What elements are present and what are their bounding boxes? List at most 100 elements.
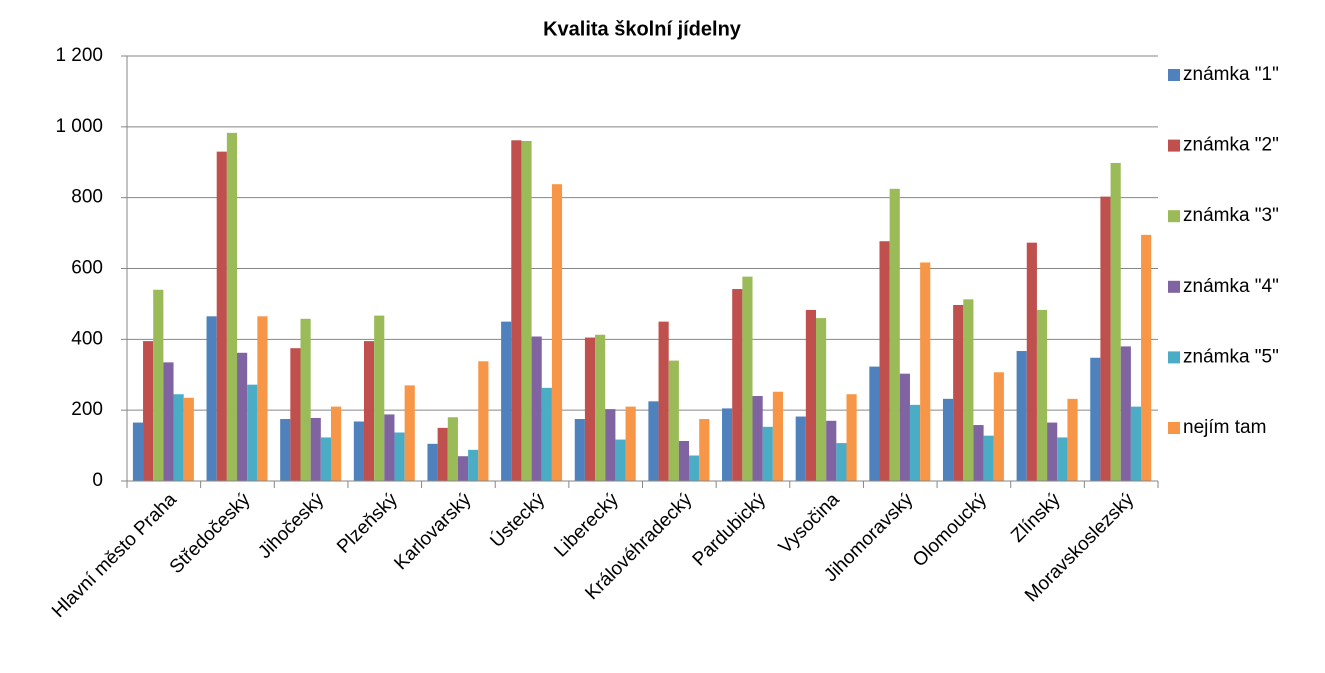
bar [678,440,690,481]
bar [668,360,679,481]
bar [648,401,659,481]
bar [163,362,174,481]
y-tick-label: 1 200 [55,45,103,66]
legend-swatch [1168,69,1180,81]
bar [468,449,479,481]
bar [206,316,217,481]
bar [330,406,342,481]
bar [816,318,827,481]
bar [457,456,469,481]
bar [541,387,552,481]
bar [899,373,910,481]
bar [437,427,448,481]
bar [290,348,301,481]
bar [143,341,154,481]
bar [658,321,669,481]
bar [173,394,184,481]
legend-swatch [1168,210,1180,223]
x-tick-label: Středočeský [166,489,255,578]
bar [310,417,321,481]
bar [320,437,331,481]
bar [742,276,753,481]
bar [953,304,964,481]
bar [427,443,438,481]
bar [478,361,489,481]
bar [1090,357,1101,481]
y-tick-label: 0 [92,470,103,491]
chart-title: Kvalita školní jídelny [543,18,742,40]
bar [226,132,238,481]
legend-swatch [1168,280,1180,293]
legend-label: známka "5" [1183,346,1279,367]
legend-label: známka "2" [1183,135,1279,156]
y-tick-label: 200 [71,399,103,420]
bar [920,262,931,481]
bar [752,396,763,481]
bar [595,334,606,481]
x-tick-label: Pardubický [689,489,771,571]
bar [909,404,921,481]
bar [237,352,248,481]
bar [384,414,395,481]
bar [216,151,227,481]
bar [1100,196,1111,481]
bar [511,140,522,481]
y-tick-label: 400 [71,328,103,349]
bar [983,435,994,481]
bar [869,366,880,481]
x-tick-label: Liberecký [550,489,623,562]
bar [280,419,291,481]
x-tick-label: Olomoucký [909,489,991,571]
bar [605,409,616,481]
bar [973,425,984,481]
bar [963,299,974,481]
bar [1047,422,1058,481]
bar [879,241,890,481]
bar [625,406,636,481]
bar [394,432,405,481]
bar [993,372,1004,481]
y-tick-label: 1 000 [55,116,103,137]
bar [1120,346,1131,481]
legend-label: nejím tam [1183,417,1266,438]
bar [1016,351,1027,481]
legend-swatch [1168,422,1180,434]
legend-swatch [1168,139,1180,152]
bar [772,391,784,481]
bar [363,341,375,481]
x-tick-label: Vysočina [775,489,844,558]
bar [689,455,700,481]
bar [1141,234,1152,481]
bar [183,397,194,481]
y-tick-label: 800 [71,187,103,208]
bar [805,309,817,481]
bar [826,420,837,481]
bar [300,318,311,481]
bar [1130,406,1142,481]
bar [889,188,900,481]
x-tick-label: Jihočeský [254,489,328,563]
x-tick-label: Ústecký [486,488,550,552]
legend-label: známka "3" [1183,205,1279,226]
bar [257,316,268,481]
legend-swatch [1168,351,1180,364]
legend-label: známka "4" [1183,276,1279,297]
bar [836,443,847,481]
bar [722,408,733,481]
bar [247,384,258,481]
bar [153,289,164,481]
bar [1067,398,1078,481]
bar [501,321,512,481]
bar [574,419,585,481]
bar [584,337,596,481]
bar [404,385,415,481]
x-tick-label: Plzeňský [333,489,402,558]
y-tick-label: 600 [71,258,103,279]
bar [1036,309,1048,481]
bar [846,394,857,481]
bar [531,336,542,481]
bar [795,416,806,481]
bar [1057,437,1068,481]
x-tick-label: Hlavní město Praha [48,489,181,622]
